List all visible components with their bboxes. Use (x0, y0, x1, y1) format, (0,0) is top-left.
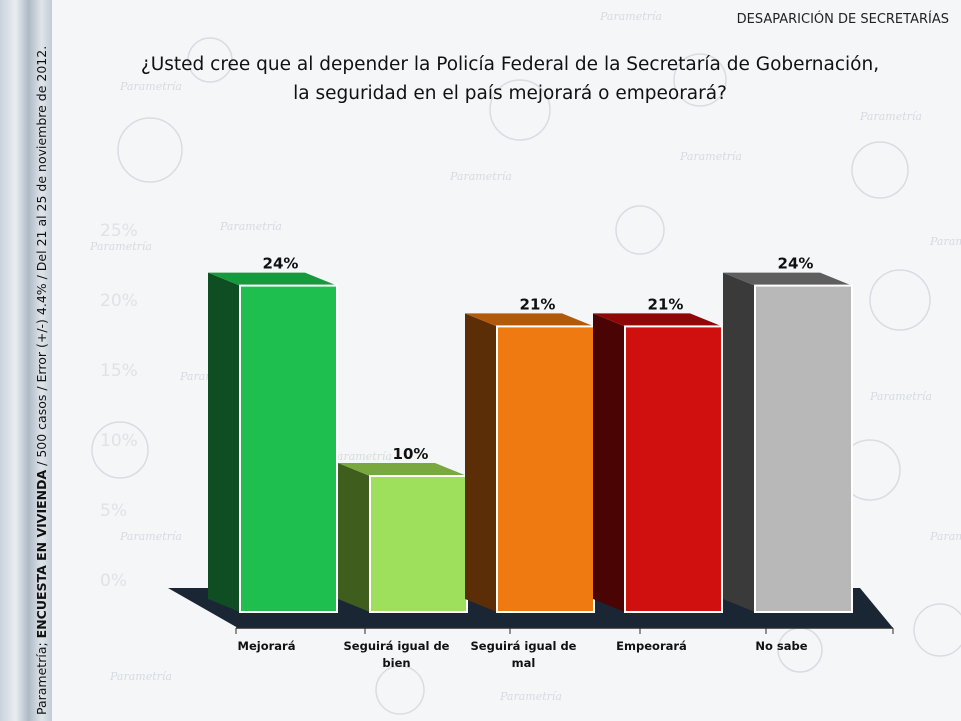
watermark-text: Parametría (329, 450, 392, 463)
faint-tick-label: 10% (100, 431, 138, 451)
watermark-circle (615, 205, 665, 255)
bar-top (465, 313, 594, 327)
question-line-1: ¿Usted cree que al depender la Policía F… (140, 54, 880, 75)
watermark-text: Parametría (929, 235, 961, 248)
watermark-text: Parametría (119, 80, 182, 93)
bar-side (338, 463, 370, 612)
watermark-text: Parametría (449, 170, 512, 183)
watermark-text: Parametría (109, 670, 172, 683)
faint-tick-label: 25% (100, 221, 138, 241)
watermark-text: Parametría (929, 530, 961, 543)
watermark-circle (489, 79, 551, 141)
watermark-circle (869, 269, 931, 331)
bar-side (208, 272, 240, 612)
bar (239, 284, 338, 613)
bar-top (593, 313, 722, 327)
watermark-circle (851, 141, 909, 199)
bar-side (465, 313, 497, 612)
bar-side (723, 272, 755, 612)
category-label: bien (382, 656, 410, 670)
section-title: DESAPARICIÓN DE SECRETARÍAS (736, 12, 949, 27)
category-label: Mejorará (238, 639, 296, 653)
question-line-2: la seguridad en el país mejorará o empeo… (293, 83, 727, 104)
bar-value-label: 10% (393, 445, 429, 463)
bar-top (723, 272, 852, 286)
watermark-text: Parametría (499, 690, 562, 703)
watermark-text: Parametría (599, 10, 662, 23)
bar-value-label: 24% (263, 255, 299, 273)
bar-value-label: 21% (520, 295, 556, 313)
watermark-text: Parametría (119, 530, 182, 543)
bar (624, 325, 723, 613)
watermark-circle (91, 421, 149, 479)
faint-tick-label: 5% (100, 501, 127, 521)
side-decorative-strip (0, 0, 52, 721)
category-label: mal (512, 656, 536, 670)
bar (369, 475, 468, 613)
category-label: Seguirá igual de (344, 639, 450, 653)
category-label: No sabe (755, 639, 807, 653)
watermark-text: Parametría (219, 220, 282, 233)
watermark-circle (673, 53, 727, 107)
category-label: Seguirá igual de (471, 639, 577, 653)
bar-value-label: 24% (778, 255, 814, 273)
watermark-circle (375, 665, 425, 715)
question-title: ¿Usted cree que al depender la Policía F… (120, 50, 900, 108)
category-label: Empeorará (616, 639, 687, 653)
bar-top (208, 272, 337, 286)
bar-value-label: 21% (648, 295, 684, 313)
bar-top (338, 463, 467, 476)
faint-tick-label: 20% (100, 291, 138, 311)
faint-tick-label: 15% (100, 361, 138, 381)
watermark-circle (117, 117, 183, 183)
watermark-text: Parametría (679, 150, 742, 163)
watermark-text: Parametría (869, 390, 932, 403)
bar (754, 284, 853, 613)
bar-side (593, 313, 625, 612)
faint-tick-label: 0% (100, 571, 127, 591)
watermark-circle (187, 37, 233, 83)
watermark-text: Parametría (859, 110, 922, 123)
watermark-circle (913, 603, 961, 657)
bar (496, 325, 595, 613)
watermark-text: Parametría (89, 240, 152, 253)
